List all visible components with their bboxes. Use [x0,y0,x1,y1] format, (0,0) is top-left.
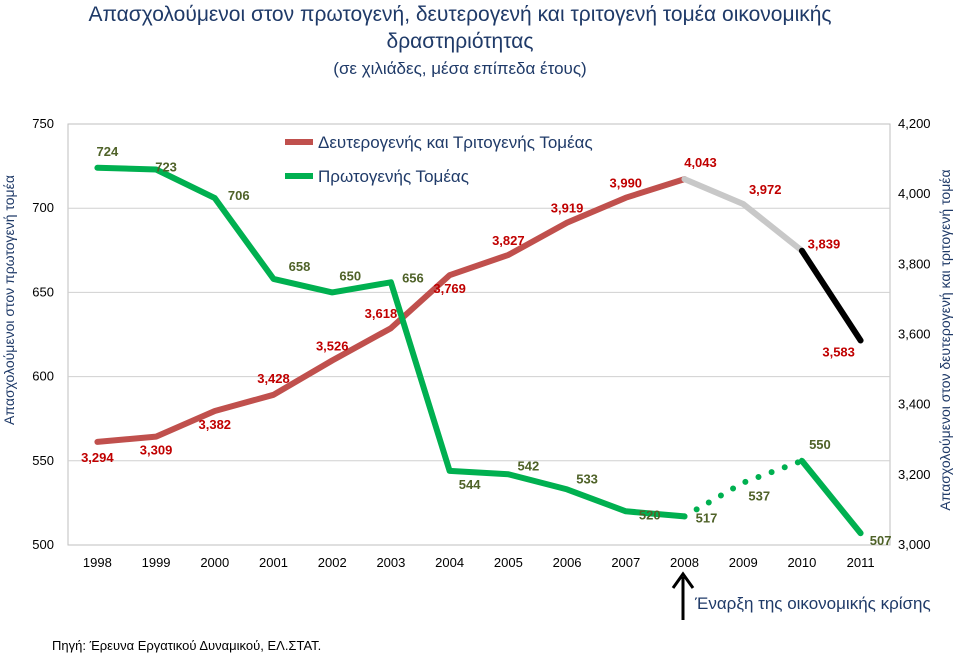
data-label-primary: 550 [809,437,831,452]
x-axis: 1998 1999 2000 2001 2002 2003 2004 2005 2006 2007… [83,555,875,570]
data-label-secondary: 3,990 [610,176,643,191]
data-label-secondary: 3,839 [808,237,841,252]
series-secondary-line-black [798,247,864,344]
x-tick-label: 2001 [259,555,288,570]
data-label-primary: 544 [459,477,481,492]
y-axis-right: 3,000 3,200 3,400 3,600 3,800 4,000 4,200 [898,116,931,552]
x-tick-label: 2000 [200,555,229,570]
data-label-secondary: 3,294 [81,450,114,465]
x-tick-label: 2011 [847,555,875,570]
series-secondary-line [94,176,688,445]
y-axis-right-title: Απασχολούμενοι στον δευτερογενή και τριτ… [937,169,953,510]
crisis-annotation: Έναρξη της οικονομικής κρίσης [671,571,931,620]
data-label-primary: 507 [870,533,892,548]
chart-subtitle: (σε χιλιάδες, μέσα επίπεδα έτους) [333,59,586,78]
y-left-tick-label: 550 [32,453,54,468]
data-label-primary: 656 [402,270,424,285]
data-label-secondary: 3,309 [140,443,173,458]
y-right-tick-label: 3,200 [898,467,931,482]
data-label-secondary: 3,583 [822,344,855,359]
data-label-primary: 533 [576,471,598,486]
y-left-tick-label: 700 [32,200,54,215]
x-tick-label: 2007 [611,555,640,570]
series-primary-line-dotted [681,457,805,520]
data-label-secondary: 3,827 [492,233,525,248]
data-label-secondary: 4,043 [684,155,717,170]
legend: Δευτερογενής και Τριτογενής Τομέας Πρωτο… [285,133,593,186]
chart-title: Απασχολούμενοι στον πρωτογενή, δευτερογε… [88,3,831,26]
y-left-tick-label: 500 [32,537,54,552]
series-primary-line [94,164,688,520]
plot-area-border [67,123,891,546]
series-labels: 3,294 3,309 3,382 3,428 3,526 3,618 3,769 3,827… [81,144,891,548]
y-right-tick-label: 4,000 [898,186,931,201]
y-axis-left: 500 550 600 650 700 750 [32,116,54,552]
data-label-secondary: 3,769 [433,281,466,296]
data-label-primary: 723 [155,159,177,174]
data-label-primary: 724 [97,144,119,159]
legend-label-primary: Πρωτογενής Τομέας [318,167,469,186]
y-left-tick-label: 650 [32,284,54,299]
crisis-annotation-text: Έναρξη της οικονομικής κρίσης [694,594,931,613]
series-secondary-line-grey [681,176,805,254]
y-left-tick-label: 750 [32,116,54,131]
data-label-secondary: 3,526 [316,338,349,353]
data-label-secondary: 3,428 [257,371,290,386]
x-tick-label: 1998 [83,555,112,570]
x-tick-label: 2009 [729,555,758,570]
y-left-tick-label: 600 [32,369,54,384]
data-label-primary: 658 [289,259,311,274]
series-primary-line-end [798,457,864,537]
x-tick-label: 2010 [787,555,816,570]
data-label-primary: 706 [228,188,250,203]
x-tick-label: 2008 [670,555,699,570]
crisis-arrowhead-icon [671,571,695,589]
y-axis-left-title: Απασχολούμενοι στον πρωτογενή τομέα [1,175,17,425]
x-tick-label: 2003 [376,555,405,570]
chart-title-line2: δραστηριότητας [387,30,534,53]
y-right-tick-label: 3,000 [898,537,931,552]
x-tick-label: 2002 [318,555,347,570]
y-right-tick-label: 3,600 [898,327,931,342]
x-tick-label: 2006 [553,555,582,570]
data-label-primary: 650 [339,268,361,283]
data-label-primary: 537 [748,489,770,504]
series-lines [94,164,864,537]
x-tick-label: 2005 [494,555,523,570]
x-tick-label: 2004 [435,555,464,570]
x-tick-label: 1999 [142,555,171,570]
data-label-secondary: 3,919 [551,201,584,216]
y-right-tick-label: 4,200 [898,116,931,131]
data-label-secondary: 3,972 [749,182,782,197]
data-label-primary: 517 [696,510,718,525]
y-right-tick-label: 3,800 [898,256,931,271]
data-label-secondary: 3,618 [365,306,398,321]
legend-label-secondary: Δευτερογενής και Τριτογενής Τομέας [318,133,593,152]
data-label-primary: 542 [518,458,540,473]
data-label-secondary: 3,382 [199,417,232,432]
data-label-primary: 520 [639,507,661,522]
y-right-tick-label: 3,400 [898,397,931,412]
source-note: Πηγή: Έρευνα Εργατικού Δυναμικού, ΕΛ.ΣΤΑ… [52,638,321,653]
